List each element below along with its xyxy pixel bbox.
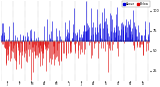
Legend: Above, Below: Above, Below	[122, 1, 150, 7]
